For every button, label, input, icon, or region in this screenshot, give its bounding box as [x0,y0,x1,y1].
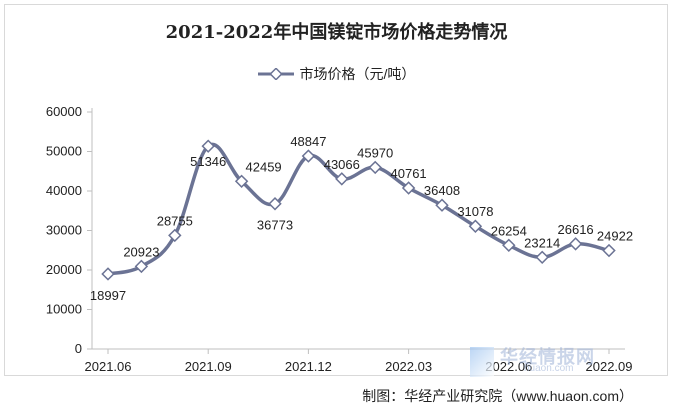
legend-series-label: 市场价格（元/吨） [299,66,416,82]
legend-marker-icon [257,68,294,80]
data-label: 40761 [391,166,427,181]
data-label: 42459 [246,159,282,174]
y-tick-label: 60000 [46,104,82,119]
data-point [268,197,282,211]
chart-title: 2021-2022年中国镁锭市场价格走势情况 [165,22,508,43]
data-label: 18997 [90,288,126,303]
data-point [234,174,249,189]
x-tick-label: 2021.06 [85,359,132,374]
data-point [335,172,349,186]
series-line [107,142,610,276]
data-label: 26616 [558,222,594,237]
watermark-logo: 华经情报网 huaon.com [470,343,650,379]
data-point [201,139,215,153]
y-tick-label: 50000 [46,144,82,159]
data-point [168,228,182,243]
y-tick-label: 0 [75,341,82,356]
data-point [101,267,115,281]
data-label: 31078 [457,204,493,219]
data-label: 26254 [491,223,527,238]
data-label: 36773 [257,218,293,233]
watermark-url: huaon.com [524,363,574,374]
source-footer: 制图：华经产业研究院（www.huaon.com） [362,388,633,404]
data-point [568,237,583,251]
x-tick-label: 2021.12 [285,359,332,374]
y-tick-label: 40000 [46,183,82,198]
data-label: 24922 [597,229,633,244]
data-point [134,259,149,274]
data-point [535,250,549,265]
data-label: 20923 [123,244,159,259]
x-tick-label: 2022.09 [586,359,633,374]
data-label: 48847 [290,134,326,149]
data-label: 23214 [524,235,560,250]
x-tick-label: 2022.06 [485,359,532,374]
data-point [468,219,483,233]
data-point [301,149,316,163]
y-tick-label: 10000 [46,302,82,317]
data-label: 36408 [424,183,460,198]
data-point [502,238,516,253]
data-label: 51346 [190,154,226,169]
data-label: 45970 [357,145,393,160]
data-point [602,243,616,258]
y-tick-label: 30000 [46,223,82,238]
data-point [368,160,382,175]
data-label: 28755 [157,213,193,228]
watermark-shape [470,347,494,377]
data-point [401,181,416,195]
data-point [435,198,449,212]
chart-legend: 市场价格（元/吨） [0,64,673,84]
x-tick-label: 2021.09 [185,359,232,374]
watermark-name: 华经情报网 [500,347,595,367]
chart-frame [4,4,668,376]
y-tick-label: 20000 [46,262,82,277]
x-tick-label: 2022.03 [385,359,432,374]
data-label: 43066 [324,157,360,172]
